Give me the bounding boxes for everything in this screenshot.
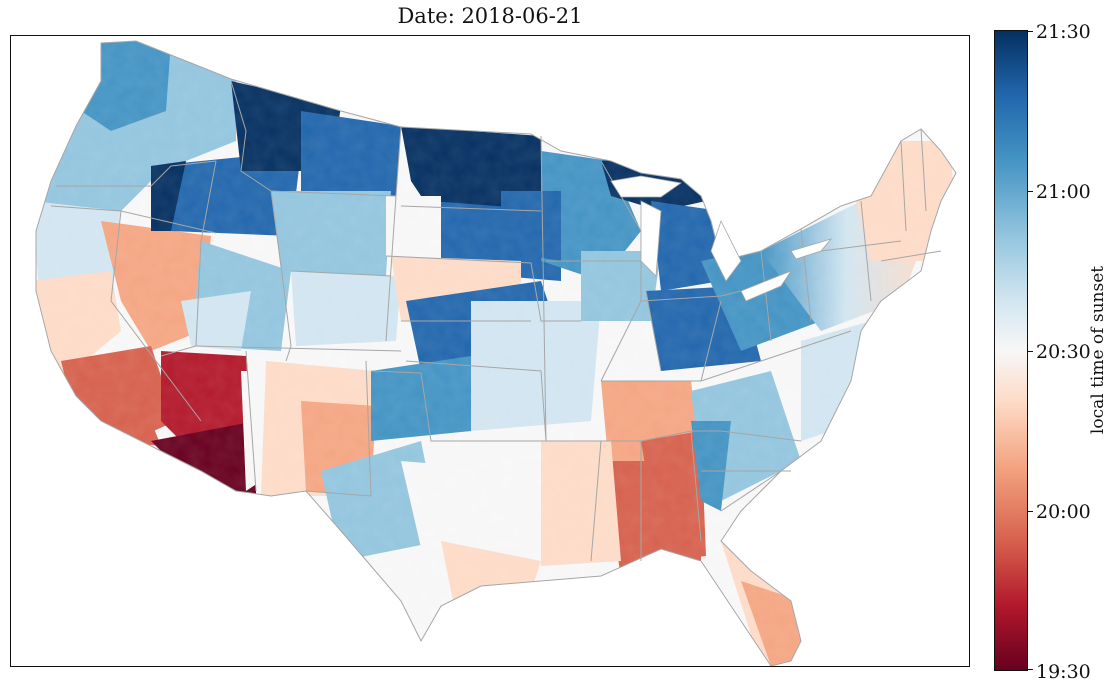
colorbar-tick	[1028, 31, 1033, 32]
map-panel	[10, 35, 970, 667]
colorbar-label: local time of sunset	[1088, 265, 1108, 435]
colorbar	[994, 30, 1028, 671]
county-fill-layer	[36, 41, 956, 666]
colorbar-tick-label: 21:00	[1036, 181, 1091, 203]
colorbar-tick	[1028, 669, 1033, 670]
colorbar-tick-label: 21:30	[1036, 21, 1091, 43]
colorbar-tick-label: 19:30	[1036, 661, 1091, 683]
colorbar-tick-label: 20:00	[1036, 501, 1091, 523]
great-lakes	[610, 175, 833, 302]
colorbar-gradient	[995, 31, 1027, 670]
chart-title: Date: 2018-06-21	[397, 4, 583, 28]
colorbar-tick	[1028, 351, 1033, 352]
colorbar-tick-label: 20:30	[1036, 341, 1091, 363]
colorbar-tick	[1028, 191, 1033, 192]
state-borders	[35, 40, 957, 666]
us-county-map	[35, 40, 957, 666]
colorbar-tick	[1028, 511, 1033, 512]
